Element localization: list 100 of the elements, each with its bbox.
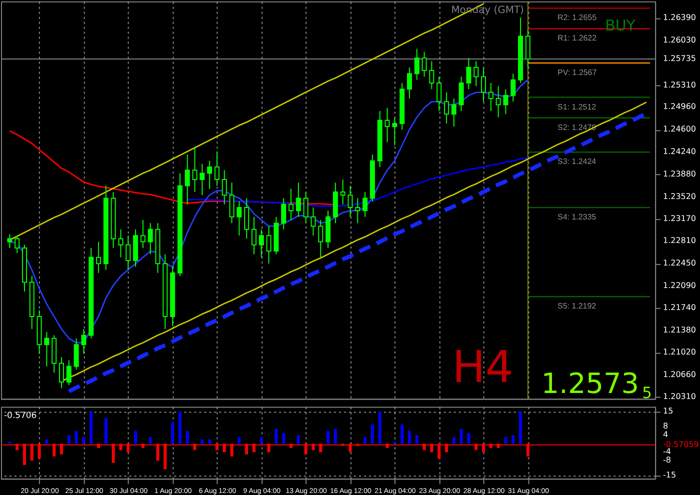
bar	[504, 437, 508, 444]
bar	[260, 437, 263, 444]
bar	[74, 430, 78, 444]
candlestick	[362, 191, 368, 218]
candlestick	[258, 228, 264, 258]
candlestick	[474, 60, 479, 87]
candlestick	[503, 88, 508, 115]
candlestick	[296, 182, 301, 218]
candlestick	[266, 226, 272, 264]
bar	[45, 439, 48, 444]
y-tick-label: 1.26030	[663, 36, 696, 45]
candlestick	[496, 86, 501, 118]
candlestick	[429, 60, 434, 90]
candlestick	[288, 188, 294, 220]
candlestick	[7, 234, 12, 249]
bar	[408, 430, 411, 444]
candlestick	[126, 235, 131, 270]
bar	[296, 435, 300, 444]
bar	[378, 412, 382, 444]
ref-line-label: S1: 1.2512	[558, 102, 597, 112]
candlestick	[59, 356, 64, 389]
candlestick	[236, 200, 242, 236]
annotation: -0.5706	[4, 410, 37, 420]
candlestick	[436, 76, 442, 112]
candlestick	[184, 154, 190, 205]
y-tick-label: 8	[663, 422, 668, 431]
ref-line-label: -0.57059	[663, 440, 699, 449]
bar	[238, 437, 241, 444]
y-tick-label: -4	[663, 447, 672, 456]
ref-line-label: R2: 1.2655	[558, 13, 598, 22]
bar	[82, 437, 86, 444]
y-tick-label: 1.23170	[663, 214, 696, 223]
bar	[148, 437, 152, 444]
candlestick	[192, 148, 198, 192]
y-tick-label: 1.21740	[663, 302, 696, 312]
candlestick	[422, 51, 427, 78]
candlestick	[355, 198, 360, 224]
candlestick	[14, 235, 20, 254]
bar	[282, 433, 286, 444]
candlestick	[318, 220, 324, 258]
annotation: H4	[452, 342, 514, 393]
candlestick	[406, 66, 412, 100]
candlestick	[222, 170, 227, 205]
candlestick	[44, 332, 50, 367]
ref-line-label: S3: 1.2424	[558, 157, 597, 166]
y-tick-label: 1.24600	[663, 124, 696, 134]
bar	[200, 439, 204, 444]
candlestick	[148, 222, 153, 255]
candlestick	[200, 163, 205, 196]
ref-line-label: S4: 1.2335	[558, 212, 597, 222]
y-tick-label: 4	[663, 430, 668, 440]
bar	[467, 433, 470, 444]
y-tick-label: -15	[663, 470, 676, 480]
bar	[370, 424, 374, 444]
bar	[208, 439, 212, 444]
bar	[67, 435, 70, 444]
candlestick	[81, 328, 86, 354]
bar	[334, 428, 337, 444]
y-tick-label: 1.23520	[663, 192, 696, 201]
candlestick	[207, 160, 212, 190]
candlestick	[118, 228, 124, 258]
candlestick	[510, 73, 516, 102]
y-tick-label: 1.24960	[663, 102, 696, 112]
candlestick	[281, 198, 286, 230]
bar	[90, 412, 93, 444]
ref-line-label: S5: 1.2192	[558, 302, 597, 311]
bar	[134, 430, 138, 444]
bar	[186, 430, 189, 444]
candlestick	[525, 30, 530, 68]
bar	[274, 428, 278, 444]
bar	[519, 412, 522, 444]
y-tick-label: 1.23880	[663, 170, 696, 179]
candlestick	[252, 216, 256, 255]
candlestick	[214, 150, 220, 186]
bar	[512, 435, 515, 444]
ref-line-label: PV: 1.2567	[558, 68, 598, 78]
candlestick	[74, 338, 79, 370]
candlestick	[466, 58, 472, 90]
y-tick-label: 15	[663, 406, 674, 416]
candlestick	[303, 191, 308, 224]
y-tick-label: 1.20310	[663, 392, 696, 401]
candlestick	[348, 185, 353, 218]
candlestick	[392, 116, 398, 146]
y-tick-label: 1.21380	[663, 325, 696, 334]
bar	[178, 412, 182, 444]
bar	[452, 437, 456, 444]
y-tick-label: -8	[663, 456, 672, 465]
candlestick	[340, 179, 346, 205]
bar	[326, 430, 330, 444]
y-tick-label: 1.20660	[663, 370, 696, 380]
y-tick-label: 1.26390	[663, 13, 696, 22]
y-tick-label: 1.22090	[663, 281, 696, 290]
y-tick-label: 1.24240	[663, 147, 696, 156]
candlestick	[458, 76, 464, 112]
bar	[104, 418, 108, 444]
bar	[171, 422, 174, 444]
candlestick	[451, 98, 456, 128]
y-tick-label: 1.25310	[663, 80, 696, 90]
bar	[400, 424, 404, 444]
ref-line-label: R1: 1.2622	[558, 34, 598, 43]
